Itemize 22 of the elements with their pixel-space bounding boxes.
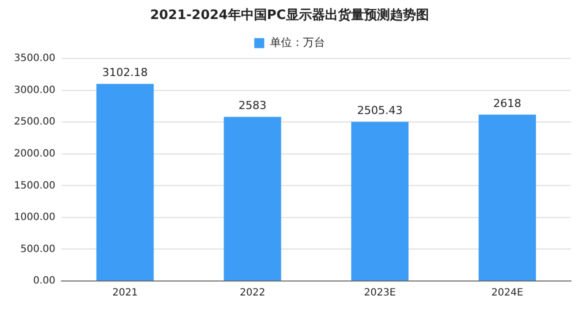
x-tick-label: 2021 (112, 288, 138, 299)
y-tick-label: 0.00 (33, 276, 56, 287)
data-label: 2505.43 (357, 104, 403, 118)
x-tick-label: 2022 (240, 288, 266, 299)
data-label: 2583 (238, 99, 266, 112)
y-tick-label: 3000.00 (14, 84, 56, 96)
y-tick-label: 2500.00 (14, 116, 56, 128)
y-tick-label: 2000.00 (14, 148, 56, 160)
bar (224, 116, 282, 280)
bar (478, 114, 536, 280)
y-tick-label: 3500.00 (14, 53, 56, 64)
chart-title: 2021-2024年中国PC显示器出货量预测趋势图 (150, 7, 429, 24)
y-tick-label: 1000.00 (14, 212, 56, 224)
bar (96, 84, 154, 280)
y-tick-label: 500.00 (20, 244, 56, 255)
x-tick-label: 2023E (364, 288, 396, 299)
data-label: 2618 (493, 97, 522, 110)
bar (351, 122, 409, 280)
data-label: 3102.18 (102, 66, 148, 80)
y-tick-label: 1500.00 (14, 180, 56, 192)
x-tick-label: 2024E (491, 288, 524, 299)
legend-label: 单位：万台 (270, 36, 325, 49)
